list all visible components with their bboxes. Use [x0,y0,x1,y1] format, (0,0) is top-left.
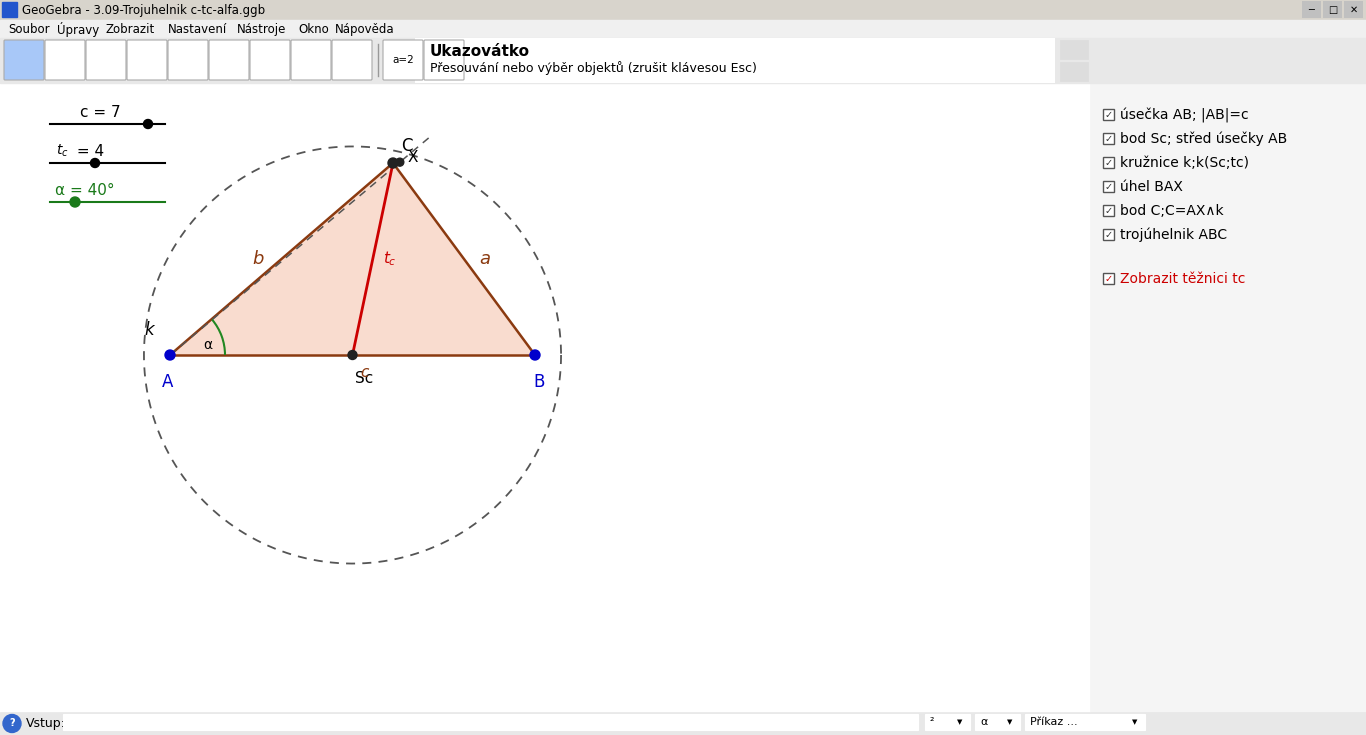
Text: bod Sc; střed úsečky AB: bod Sc; střed úsečky AB [1120,132,1287,146]
Text: $t_c$: $t_c$ [56,143,68,159]
Circle shape [143,120,153,129]
Bar [0,38,1366,83]
Text: ✓: ✓ [1105,230,1112,240]
FancyBboxPatch shape [127,40,167,80]
Text: ✕: ✕ [1350,5,1358,15]
Bar [1090,83,1366,712]
FancyBboxPatch shape [1102,273,1115,284]
Text: C: C [402,137,413,155]
Text: b: b [253,250,264,268]
Text: c = 7: c = 7 [81,104,120,120]
FancyBboxPatch shape [1102,157,1115,168]
FancyBboxPatch shape [1102,205,1115,216]
Bar [1344,1,1363,18]
Bar [0,0,1366,20]
Text: ✓: ✓ [1105,158,1112,168]
FancyBboxPatch shape [332,40,372,80]
Bar [0,20,1366,38]
Bar [63,714,918,730]
Text: k: k [145,321,154,339]
Bar [1024,714,1145,730]
Text: α = 40°: α = 40° [55,182,115,198]
Text: bod C;C=AX∧k: bod C;C=AX∧k [1120,204,1224,218]
Text: kružnice k;k(Sc;tc): kružnice k;k(Sc;tc) [1120,156,1249,170]
Text: Ukazovátko: Ukazovátko [430,43,530,59]
Bar [1,2,16,17]
Text: Nápověda: Nápověda [335,23,395,35]
FancyBboxPatch shape [45,40,85,80]
Text: trojúhelnik ABC: trojúhelnik ABC [1120,228,1227,243]
Circle shape [348,351,357,359]
Circle shape [530,350,540,360]
Text: Zobrazit těžnici tc: Zobrazit těžnici tc [1120,272,1246,286]
Bar [0,83,1090,712]
Text: GeoGebra - 3.09-Trojuhelnik c-tc-alfa.ggb: GeoGebra - 3.09-Trojuhelnik c-tc-alfa.gg… [22,4,265,16]
FancyBboxPatch shape [1102,181,1115,192]
Text: úhel BAX: úhel BAX [1120,180,1183,194]
Text: Příkaz ...: Příkaz ... [1030,717,1078,727]
Text: Zobrazit: Zobrazit [107,23,156,35]
FancyBboxPatch shape [1102,133,1115,144]
FancyBboxPatch shape [1102,229,1115,240]
Text: Soubor: Soubor [8,23,49,35]
Text: úsečka AB; |AB|=c: úsečka AB; |AB|=c [1120,107,1249,123]
Text: Nástroje: Nástroje [236,23,285,35]
Text: B: B [533,373,545,391]
Text: Nastavení: Nastavení [168,23,227,35]
Circle shape [3,714,20,733]
FancyBboxPatch shape [423,40,464,80]
Circle shape [165,350,175,360]
Text: Okno: Okno [299,23,329,35]
Text: $t_c$: $t_c$ [382,250,396,268]
Circle shape [70,197,81,207]
Text: ▼: ▼ [1132,719,1138,725]
FancyBboxPatch shape [4,40,44,80]
Text: a: a [479,250,490,268]
Text: ✓: ✓ [1105,274,1112,284]
Text: = 4: = 4 [72,143,104,159]
Text: ▼: ▼ [1007,719,1012,725]
Text: ✓: ✓ [1105,206,1112,216]
Bar [1060,62,1087,81]
Bar [975,714,1020,730]
Bar [1302,1,1321,18]
Circle shape [90,159,100,168]
FancyBboxPatch shape [291,40,331,80]
Text: Sc: Sc [355,371,373,386]
Text: α: α [204,338,212,352]
Text: ▼: ▼ [958,719,963,725]
Text: ✓: ✓ [1105,182,1112,192]
FancyBboxPatch shape [382,40,423,80]
Text: Úpravy: Úpravy [57,21,100,37]
Bar [925,714,970,730]
Text: A: A [163,373,173,391]
Circle shape [396,158,404,166]
FancyBboxPatch shape [168,40,208,80]
Text: Vstup:: Vstup: [26,717,66,730]
Text: c: c [361,365,369,380]
Text: ✓: ✓ [1105,110,1112,120]
Text: α: α [979,717,988,727]
FancyBboxPatch shape [250,40,290,80]
Text: Přesouvání nebo výběr objektů (zrušit klávesou Esc): Přesouvání nebo výběr objektů (zrušit kl… [430,61,757,75]
FancyBboxPatch shape [209,40,249,80]
Bar [0,712,1366,735]
Text: ✓: ✓ [1105,134,1112,144]
Text: X: X [408,150,418,165]
Text: ²: ² [930,717,934,727]
Bar [1324,1,1341,18]
Text: ?: ? [10,719,15,728]
Circle shape [388,158,398,168]
FancyBboxPatch shape [1102,109,1115,120]
Bar [1060,40,1087,59]
Text: a=2: a=2 [392,55,414,65]
Text: □: □ [1328,5,1337,15]
Bar [415,38,1055,83]
FancyBboxPatch shape [86,40,126,80]
Polygon shape [169,163,535,355]
Text: ─: ─ [1309,5,1314,15]
